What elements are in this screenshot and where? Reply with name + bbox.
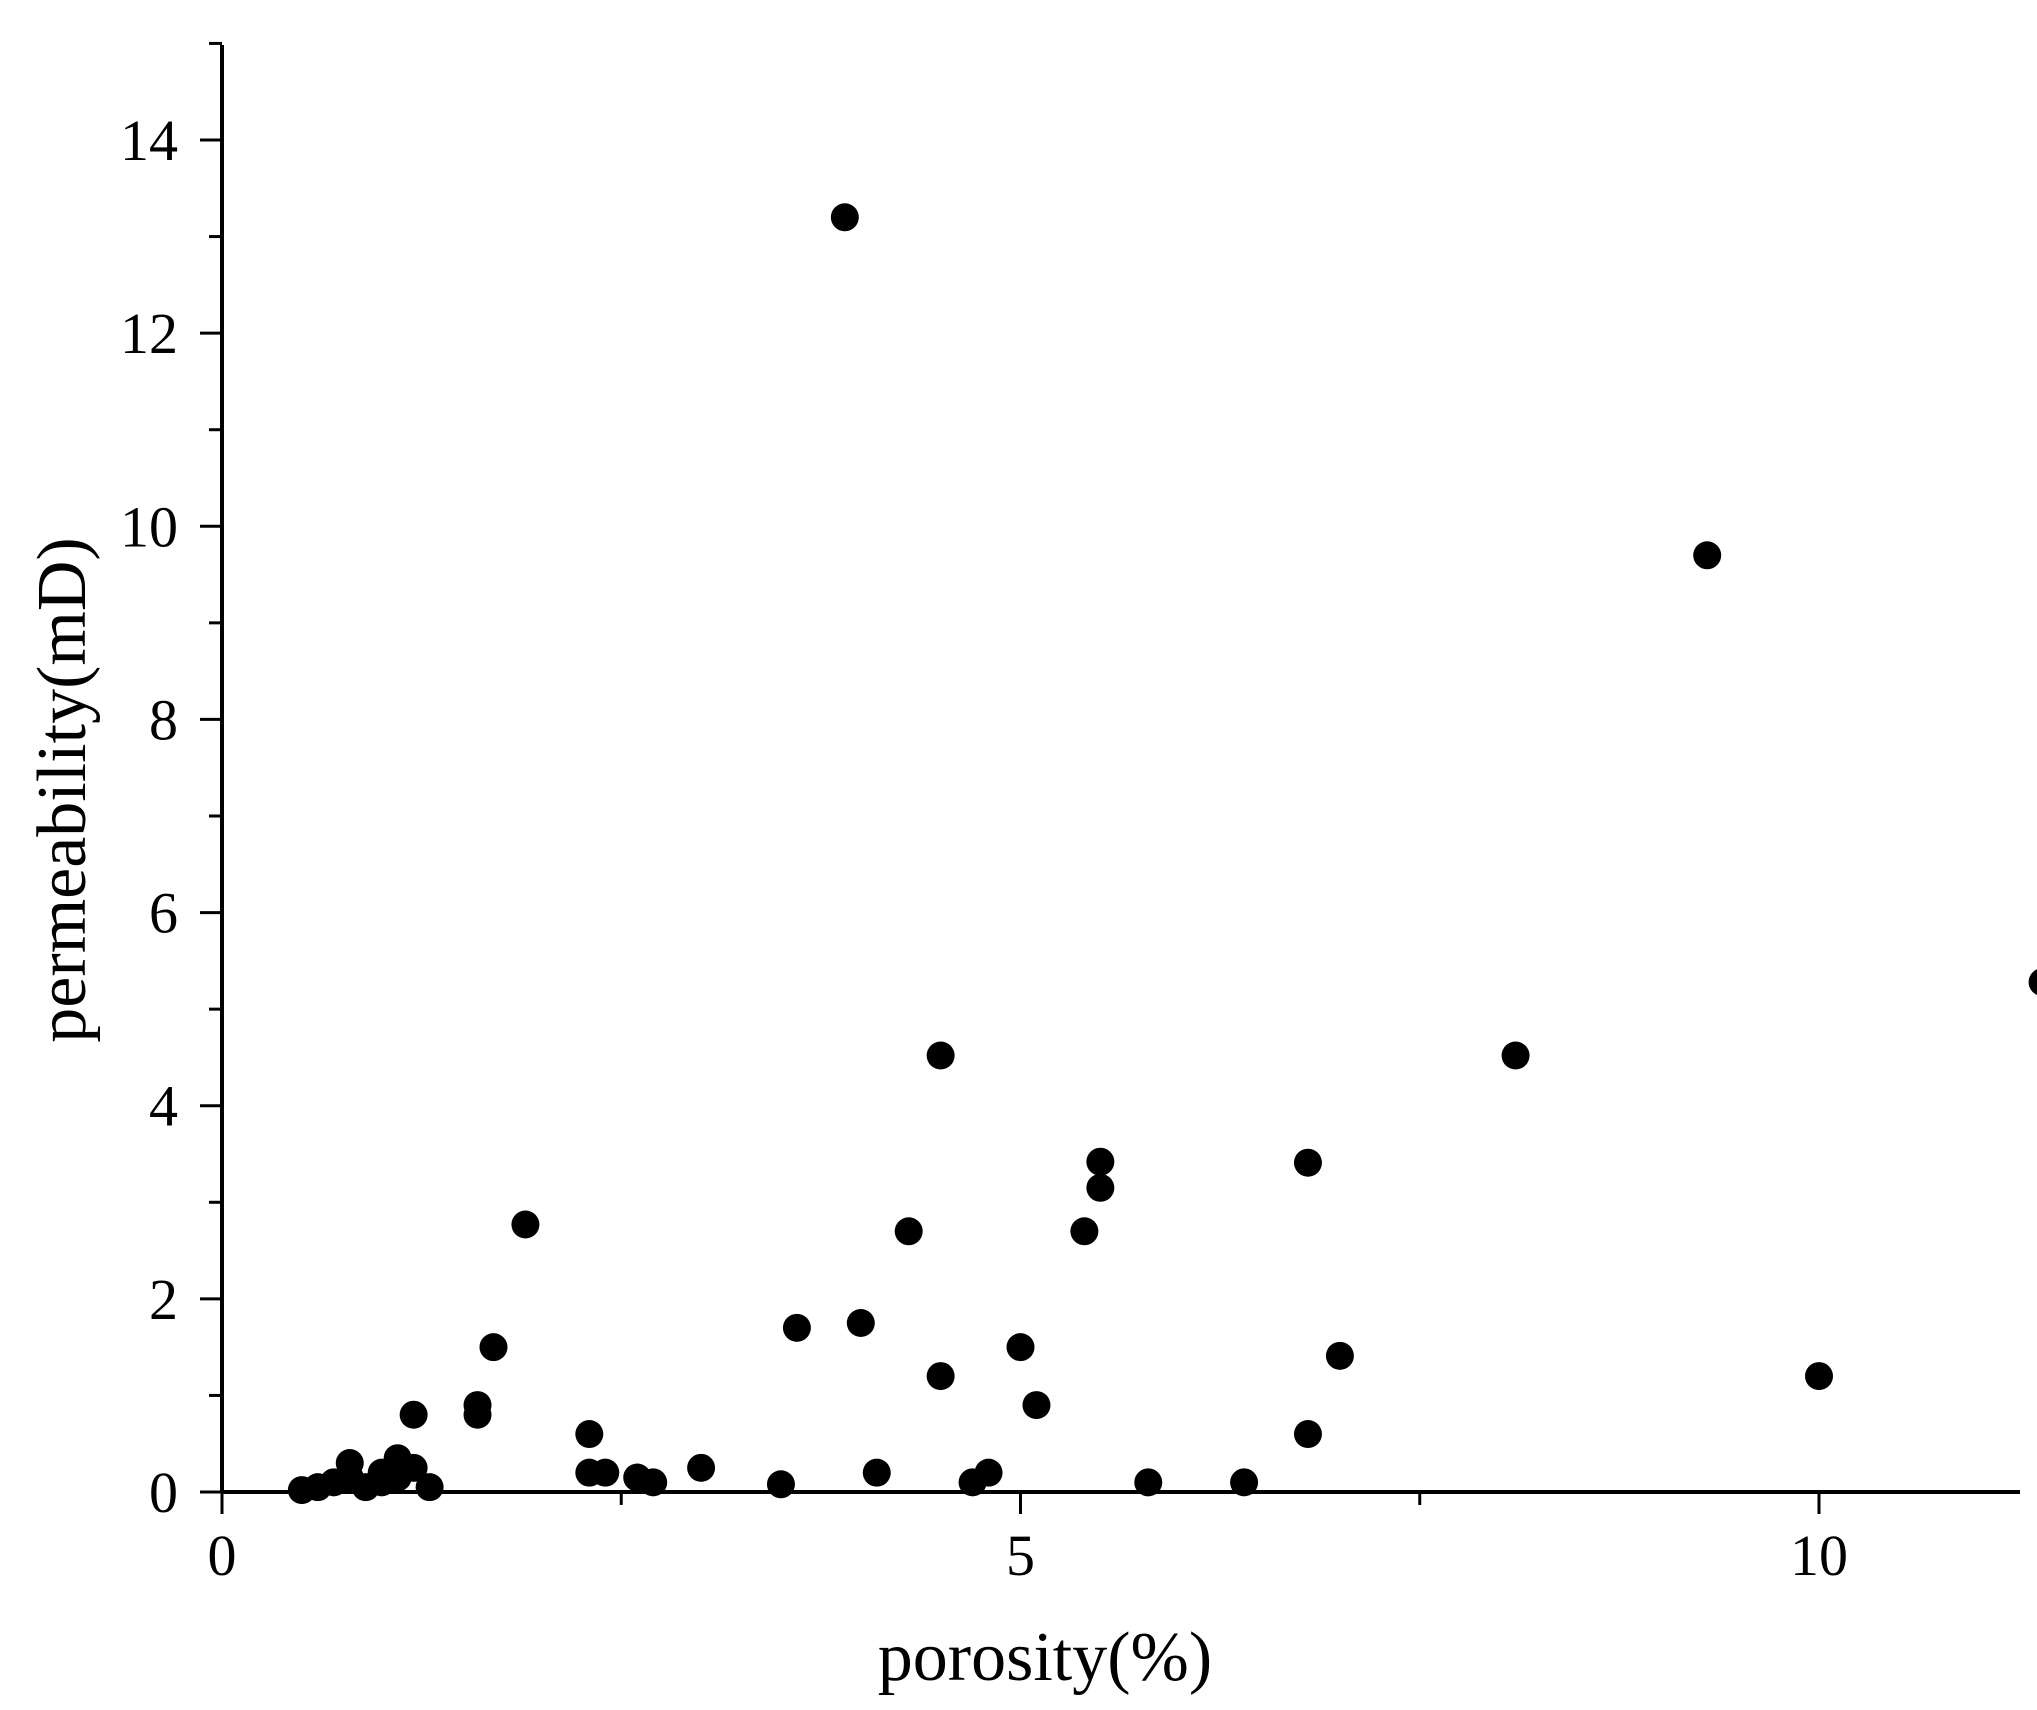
data-point bbox=[2028, 969, 2037, 995]
data-point bbox=[399, 1400, 428, 1429]
y-tick-label: 14 bbox=[120, 108, 178, 173]
data-point bbox=[399, 1453, 428, 1482]
y-tick-label: 8 bbox=[149, 687, 178, 752]
data-point bbox=[1230, 1468, 1259, 1497]
x-tick-label: 5 bbox=[1006, 1523, 1035, 1588]
data-point bbox=[1693, 541, 1722, 570]
data-point bbox=[1006, 1333, 1035, 1362]
y-tick-label: 2 bbox=[149, 1267, 178, 1332]
data-point bbox=[926, 1362, 955, 1391]
axes-group bbox=[220, 45, 2020, 1494]
y-axis-title: permeability(mD) bbox=[24, 537, 101, 1042]
data-point bbox=[575, 1420, 604, 1449]
data-point bbox=[782, 1313, 811, 1342]
data-point bbox=[591, 1458, 620, 1487]
data-points-group bbox=[287, 203, 2037, 1505]
x-tick-label: 0 bbox=[208, 1523, 237, 1588]
data-point bbox=[687, 1453, 716, 1482]
data-point bbox=[1293, 1420, 1322, 1449]
data-point bbox=[463, 1400, 492, 1429]
y-tick-label: 12 bbox=[120, 301, 178, 366]
data-point bbox=[1070, 1217, 1099, 1246]
x-tick-label: 10 bbox=[1790, 1523, 1848, 1588]
data-point bbox=[639, 1468, 668, 1497]
y-tick-label: 0 bbox=[149, 1460, 178, 1525]
data-point bbox=[894, 1217, 923, 1246]
data-point bbox=[1086, 1173, 1115, 1202]
data-point bbox=[1293, 1148, 1322, 1177]
data-point bbox=[1501, 1041, 1530, 1070]
ticks-group bbox=[200, 41, 1821, 1514]
x-axis-title: porosity(%) bbox=[878, 1619, 1212, 1696]
y-tick-label: 10 bbox=[120, 494, 178, 559]
data-point bbox=[1325, 1341, 1354, 1370]
data-point bbox=[1134, 1468, 1163, 1497]
data-point bbox=[1086, 1147, 1115, 1176]
data-point bbox=[766, 1470, 795, 1499]
data-point bbox=[846, 1309, 875, 1337]
data-point bbox=[1805, 1362, 1833, 1391]
data-point bbox=[415, 1473, 444, 1502]
data-point bbox=[926, 1041, 955, 1070]
y-tick-label: 6 bbox=[149, 881, 178, 946]
tick-labels-group: 0510152002468101214 bbox=[120, 108, 1848, 1588]
data-point bbox=[862, 1458, 891, 1487]
data-point bbox=[974, 1458, 1003, 1487]
data-point bbox=[511, 1210, 540, 1239]
data-point bbox=[335, 1449, 364, 1478]
data-point bbox=[479, 1333, 508, 1362]
data-point bbox=[830, 203, 859, 232]
data-point bbox=[1022, 1391, 1051, 1420]
y-tick-label: 4 bbox=[149, 1074, 178, 1139]
